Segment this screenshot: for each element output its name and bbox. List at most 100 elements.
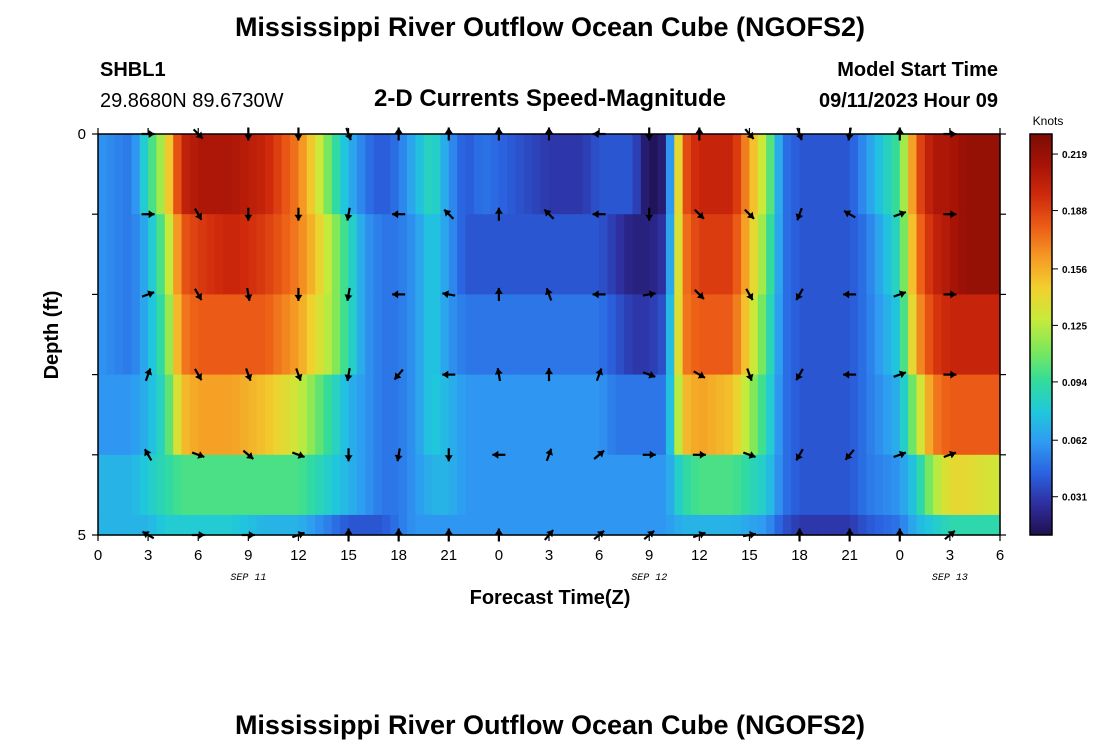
colorbar-tick-label: 0.188 bbox=[1062, 207, 1087, 218]
heatmap-cell bbox=[432, 134, 442, 215]
heatmap-cell bbox=[791, 294, 801, 376]
heatmap-area bbox=[98, 134, 1001, 536]
heatmap-cell bbox=[799, 134, 809, 215]
heatmap-cell bbox=[732, 294, 742, 376]
heatmap-cell bbox=[281, 454, 291, 516]
heatmap-cell bbox=[983, 374, 993, 456]
heatmap-cell bbox=[607, 514, 617, 536]
heatmap-cell bbox=[423, 214, 433, 295]
heatmap-cell bbox=[356, 214, 366, 295]
heatmap-cell bbox=[565, 134, 575, 215]
heatmap-cell bbox=[849, 374, 859, 456]
x-tick-label: 18 bbox=[791, 547, 808, 564]
heatmap-cell bbox=[891, 214, 901, 295]
heatmap-cell bbox=[306, 514, 316, 536]
heatmap-cell bbox=[340, 374, 350, 456]
heatmap-cell bbox=[699, 294, 709, 376]
heatmap-cell bbox=[908, 374, 918, 456]
heatmap-cell bbox=[423, 514, 433, 536]
heatmap-cell bbox=[757, 134, 767, 215]
heatmap-cell bbox=[440, 514, 450, 536]
current-arrow bbox=[545, 368, 553, 382]
heatmap-cell bbox=[716, 374, 725, 456]
heatmap-cell bbox=[198, 374, 208, 456]
heatmap-cell bbox=[156, 214, 166, 295]
heatmap-cell bbox=[448, 454, 458, 516]
heatmap-cell bbox=[665, 374, 675, 456]
current-arrow bbox=[593, 449, 605, 460]
x-tick-label: 12 bbox=[290, 547, 307, 564]
heatmap-cell bbox=[398, 374, 408, 456]
heatmap-cell bbox=[849, 294, 859, 376]
heatmap-cell bbox=[791, 454, 801, 516]
heatmap-cell bbox=[290, 374, 300, 456]
heatmap-cell bbox=[323, 294, 333, 376]
heatmap-cell bbox=[473, 514, 483, 536]
heatmap-cell bbox=[482, 214, 492, 295]
heatmap-cell bbox=[139, 134, 149, 215]
heatmap-cell bbox=[899, 514, 909, 536]
heatmap-cell bbox=[356, 134, 366, 215]
heatmap-cell bbox=[507, 214, 517, 295]
heatmap-cell bbox=[741, 514, 751, 536]
heatmap-cell bbox=[832, 374, 842, 456]
heatmap-cell bbox=[298, 134, 308, 215]
heatmap-cell bbox=[757, 374, 767, 456]
heatmap-cell bbox=[574, 214, 584, 295]
heatmap-cell bbox=[766, 134, 776, 215]
heatmap-cell bbox=[615, 514, 625, 536]
heatmap-cell bbox=[974, 294, 984, 376]
current-arrow bbox=[843, 290, 857, 299]
heatmap-cell bbox=[549, 514, 558, 536]
heatmap-cell bbox=[490, 514, 500, 536]
heatmap-cell bbox=[958, 454, 968, 516]
heatmap-cell bbox=[632, 134, 642, 215]
heatmap-cell bbox=[749, 454, 759, 516]
heatmap-cell bbox=[490, 214, 500, 295]
heatmap-cell bbox=[699, 514, 709, 536]
heatmap-cell bbox=[507, 294, 517, 376]
heatmap-cell bbox=[465, 514, 475, 536]
heatmap-cell bbox=[908, 454, 918, 516]
heatmap-cell bbox=[816, 514, 826, 536]
heatmap-cell bbox=[390, 454, 400, 516]
heatmap-cell bbox=[841, 134, 851, 215]
heatmap-cell bbox=[515, 454, 525, 516]
current-arrow bbox=[543, 208, 555, 220]
heatmap-cell bbox=[423, 374, 433, 456]
heatmap-cell bbox=[306, 294, 316, 376]
heatmap-cell bbox=[448, 374, 458, 456]
heatmap-cell bbox=[716, 454, 725, 516]
current-arrow bbox=[194, 288, 203, 301]
heatmap-cell bbox=[131, 214, 141, 295]
heatmap-cell bbox=[991, 514, 1001, 536]
heatmap-cell bbox=[448, 214, 458, 295]
heatmap-cell bbox=[373, 214, 383, 295]
heatmap-cell bbox=[615, 454, 625, 516]
heatmap-cell bbox=[741, 134, 751, 215]
heatmap-cell bbox=[816, 294, 826, 376]
current-arrow bbox=[943, 370, 957, 379]
current-arrow bbox=[693, 289, 705, 300]
heatmap-cell bbox=[941, 514, 951, 536]
heatmap-cell bbox=[281, 374, 291, 456]
heatmap-cell bbox=[348, 134, 358, 215]
heatmap-cell bbox=[248, 374, 258, 456]
heatmap-cell bbox=[198, 134, 208, 215]
heatmap-cell bbox=[340, 294, 350, 376]
heatmap-cell bbox=[239, 454, 249, 516]
current-arrow bbox=[795, 368, 804, 381]
heatmap-cell bbox=[156, 454, 166, 516]
heatmap-cell bbox=[139, 294, 149, 376]
current-arrow bbox=[545, 448, 553, 462]
heatmap-cell bbox=[682, 454, 692, 516]
heatmap-cell bbox=[206, 214, 216, 295]
heatmap-cell bbox=[106, 514, 116, 536]
heatmap-cell bbox=[732, 454, 742, 516]
heatmap-cell bbox=[782, 374, 792, 456]
heatmap-cell bbox=[649, 374, 659, 456]
heatmap-cell bbox=[465, 134, 475, 215]
heatmap-cell bbox=[298, 374, 308, 456]
current-arrow bbox=[592, 210, 606, 219]
colorbar-tick-label: 0.156 bbox=[1062, 265, 1087, 276]
